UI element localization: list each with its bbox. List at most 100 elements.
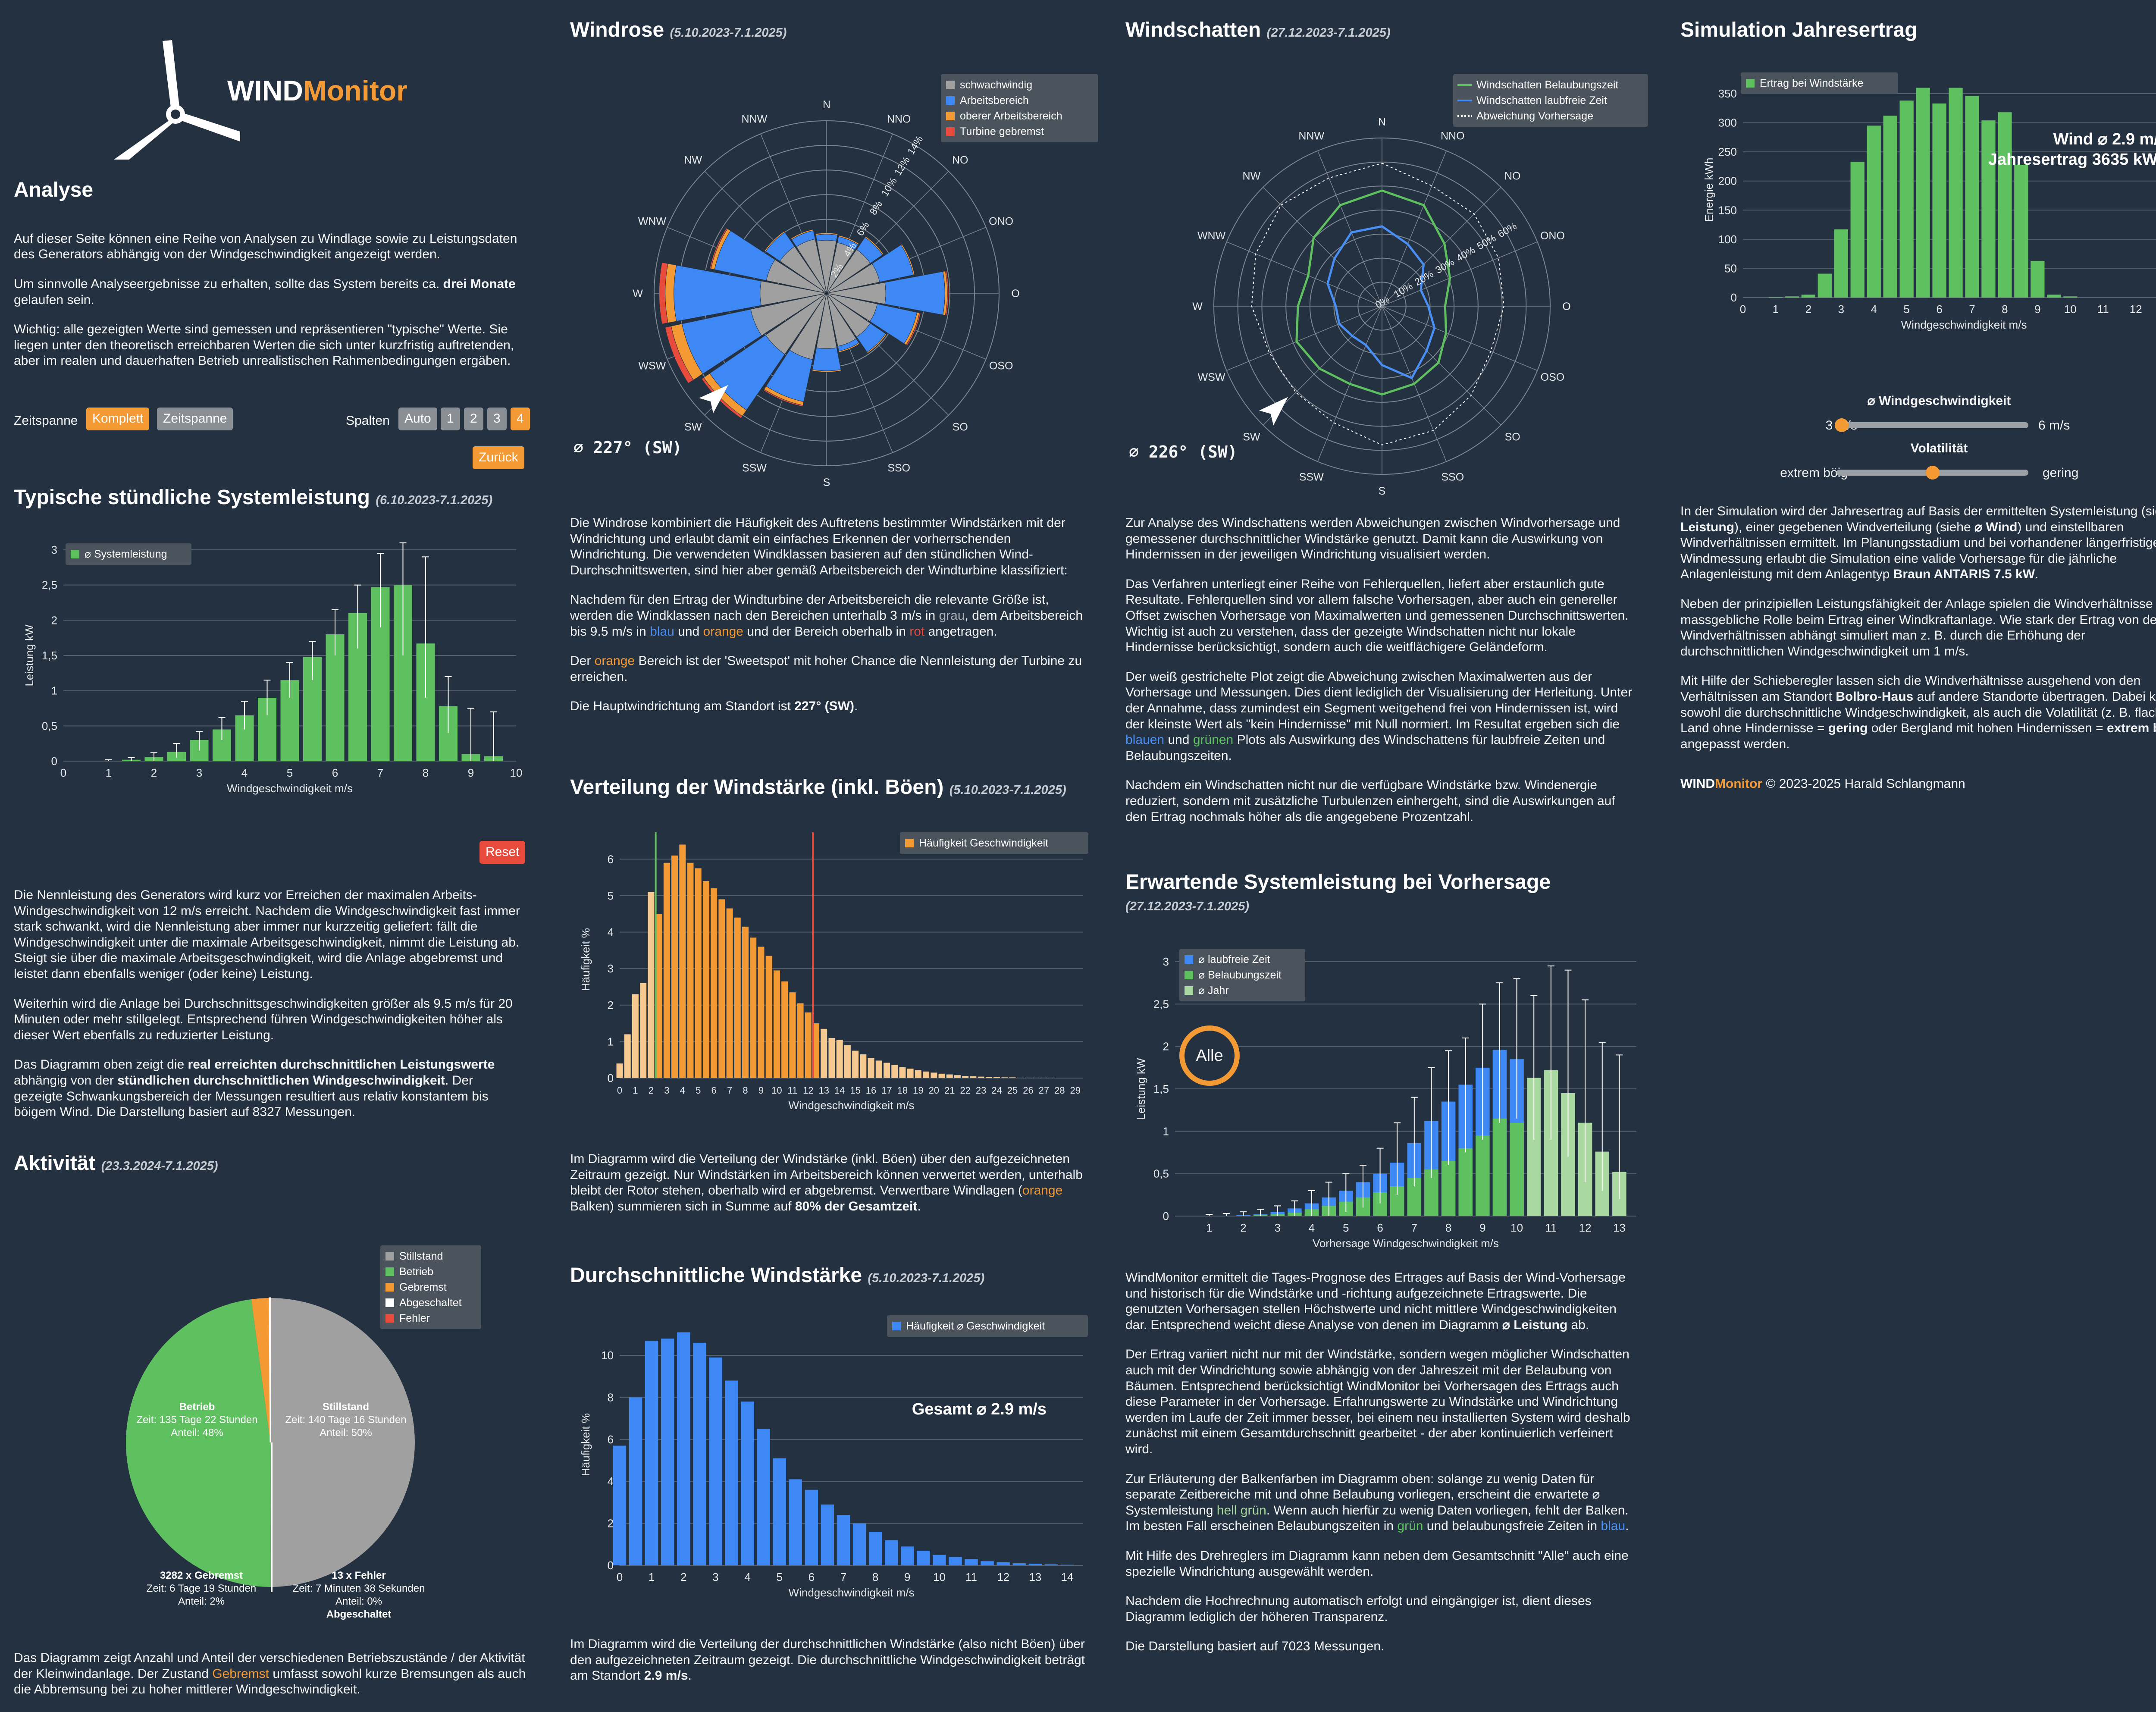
pie-label: 13 x Fehler <box>332 1570 385 1581</box>
bar <box>1965 96 1979 298</box>
x-tick-label: 4 <box>1309 1221 1315 1234</box>
forecast-legend-swatch <box>1185 971 1193 979</box>
x-tick-label: 11 <box>1545 1221 1557 1234</box>
direction-label: W <box>633 288 643 300</box>
x-tick-label: 10 <box>510 766 523 779</box>
radial-tick-label: 20% <box>1413 268 1435 288</box>
bar <box>821 1504 834 1565</box>
activity-text: Das Diagramm zeigt Anzahl und Anteil der… <box>14 1651 526 1697</box>
spalten-1-button[interactable]: 1 <box>441 408 460 430</box>
y-tick-label: 2 <box>608 999 614 1012</box>
shadow-legend-label: Windschatten laubfreie Zeit <box>1476 94 1607 107</box>
x-tick-label: 5 <box>776 1571 782 1583</box>
pie-label: Anteil: 0% <box>335 1596 382 1607</box>
rose-segment <box>766 259 827 294</box>
reset-button[interactable]: Reset <box>479 841 526 864</box>
y-tick-label: 0 <box>51 755 57 768</box>
sim-title: Simulation Jahresertrag <box>1680 19 1918 41</box>
x-tick-label: 11 <box>965 1571 977 1583</box>
slider2-thumb[interactable] <box>1925 466 1940 480</box>
direction-label: WNW <box>638 215 667 227</box>
y-tick-label: 2 <box>1163 1040 1169 1053</box>
bar <box>946 1074 953 1078</box>
spalten-auto-button[interactable]: Auto <box>398 408 437 430</box>
x-tick-label: 5 <box>1343 1221 1349 1234</box>
activity-legend-label: Betrieb <box>399 1266 433 1278</box>
bar <box>891 1065 898 1078</box>
direction-label: ONO <box>989 215 1013 227</box>
slider2-track[interactable] <box>1836 466 2028 480</box>
rose-segment <box>750 293 827 336</box>
x-tick-label: 4 <box>680 1085 685 1096</box>
bar <box>1834 229 1848 298</box>
x-tick-label: 6 <box>808 1571 815 1583</box>
bar <box>1932 103 1946 298</box>
windrose-legend-label: oberer Arbeitsbereich <box>960 110 1062 122</box>
x-tick-label: 7 <box>1411 1221 1417 1234</box>
x-tick-label: 20 <box>929 1085 939 1096</box>
forecast-title: Erwartende Systemleistung bei Vorhersage <box>1125 871 1551 894</box>
x-tick-label: 0 <box>617 1571 623 1583</box>
zurueck-button[interactable]: Zurück <box>473 446 524 469</box>
bar <box>661 1339 674 1565</box>
pie-slice <box>251 1298 270 1442</box>
hourly-chart: 0 0,5 1 1,5 2 2,5 3 0 1 2 3 4 5 6 7 8 9 10 Windgeschwindig… <box>23 542 523 795</box>
x-tick-label: 10 <box>2064 303 2077 316</box>
y-axis-label: Leistung kW <box>23 624 36 687</box>
spalten-2-button[interactable]: 2 <box>464 408 483 430</box>
bar <box>679 844 686 1078</box>
x-tick-label: 10 <box>933 1571 946 1583</box>
direction-label: SSW <box>742 462 767 474</box>
bar <box>1768 297 1783 298</box>
x-axis-label: Windgeschwindigkeit m/s <box>227 782 353 795</box>
radial-tick-label: 8% <box>868 199 885 217</box>
activity-legend-label: Fehler <box>399 1312 430 1324</box>
avg-legend-box <box>887 1315 1088 1337</box>
dist-text: Im Diagramm wird die Verteilung der Wind… <box>570 1152 1083 1213</box>
direction-label: O <box>1011 288 1019 300</box>
bar <box>907 1069 914 1078</box>
x-tick-label: 4 <box>1871 303 1877 316</box>
activity-legend-swatch <box>385 1252 394 1260</box>
bar <box>2047 295 2061 298</box>
direction-label: WNW <box>1197 230 1226 242</box>
y-tick-label: 1 <box>1163 1125 1169 1138</box>
spalten-3-button[interactable]: 3 <box>487 408 507 430</box>
bar <box>901 1546 914 1565</box>
bar <box>711 888 718 1078</box>
x-tick-label: 9 <box>2034 303 2040 316</box>
komplett-button[interactable]: Komplett <box>86 408 150 430</box>
windrose-title: Windrose (5.10.2023-7.1.2025) <box>570 19 787 41</box>
direction-dial[interactable]: Alle <box>1179 1025 1240 1086</box>
x-tick-label: 24 <box>991 1085 1002 1096</box>
direction-label: OSO <box>1541 371 1565 383</box>
bar <box>687 862 694 1078</box>
hourly-legend-box <box>66 543 191 565</box>
bar <box>797 1003 804 1078</box>
bar <box>781 981 788 1078</box>
radial-tick-label: 0% <box>1373 294 1391 310</box>
brand-monitor: Monitor <box>303 75 407 107</box>
radial-tick-label: 6% <box>854 219 871 238</box>
slider1-thumb[interactable] <box>1835 418 1849 432</box>
forecast-legend-label: ⌀ Belaubungszeit <box>1198 969 1282 981</box>
bar <box>1949 88 1963 298</box>
y-tick-label: 1 <box>608 1035 614 1048</box>
x-tick-label: 1 <box>106 766 112 779</box>
x-tick-label: 7 <box>377 766 383 779</box>
avg-title: Durchschnittliche Windstärke (5.10.2023-… <box>570 1264 985 1287</box>
shadow-line <box>1251 163 1504 445</box>
bar <box>868 1532 882 1565</box>
x-tick-label: 10 <box>771 1085 782 1096</box>
bar <box>875 1060 882 1078</box>
spalten-4-button[interactable]: 4 <box>511 408 530 430</box>
bar <box>899 1067 906 1078</box>
bar <box>1850 162 1865 298</box>
direction-label: NNW <box>742 113 768 125</box>
zeitspanne-button[interactable]: Zeitspanne <box>157 408 233 430</box>
polar-spoke <box>1382 187 1501 307</box>
x-tick-label: 6 <box>1377 1221 1383 1234</box>
direction-label: N <box>1378 116 1386 128</box>
slider1-track[interactable] <box>1835 418 2028 432</box>
bar-belaubung <box>1492 1118 1507 1216</box>
